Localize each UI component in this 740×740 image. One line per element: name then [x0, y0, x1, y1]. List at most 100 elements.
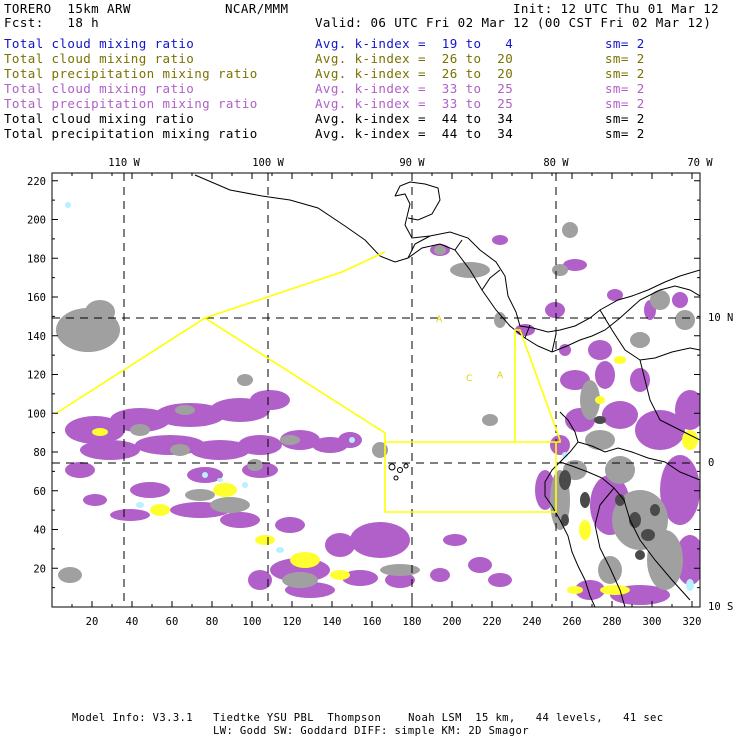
cloud-mixing-cyan [242, 482, 248, 488]
valid-time: Valid: 06 UTC Fri 02 Mar 12 (00 CST Fri … [315, 15, 712, 30]
yucatan-coast [394, 181, 441, 221]
longitude-label: 100 W [252, 157, 284, 169]
init-time: Init: 12 UTC Thu 01 Mar 12 [513, 1, 720, 16]
field-name: Total cloud mixing ratio [4, 111, 195, 126]
latitude-label: 0 [708, 457, 714, 469]
cloud-mixing-cyan [349, 437, 355, 443]
cloud-mixing-cyan [65, 202, 71, 208]
x-tick-label: 240 [523, 616, 542, 628]
precip-mixing-yellow [614, 356, 626, 364]
peru-brazil-border [594, 487, 626, 607]
field-smoothing: sm= 2 [605, 111, 645, 126]
x-tick-label: 160 [363, 616, 382, 628]
map-frame [51, 172, 701, 608]
precip-mixing-violet [468, 557, 492, 573]
field-name: Total cloud mixing ratio [4, 51, 195, 66]
cloud-mixing-violet [80, 440, 140, 460]
cloud-mixing-violet [550, 435, 570, 455]
colombia-border [577, 441, 700, 481]
cloud-mixing-gray [494, 312, 506, 328]
cloud-mixing-violet [607, 289, 623, 301]
yellow-label: A [436, 315, 443, 325]
cloud-mixing-gray [482, 414, 498, 426]
cloud-mixing-violet [83, 494, 107, 506]
forecast-hour: Fcst: 18 h [4, 15, 100, 30]
lat-lon-grid [52, 173, 700, 607]
longitude-label: 70 W [687, 157, 713, 169]
cloud-mixing-cyan [562, 452, 568, 458]
x-tick-label: 40 [126, 616, 139, 628]
cloud-mixing-dark [641, 529, 655, 541]
cloud-mixing-dark [561, 514, 569, 526]
cloud-mixing-gray [58, 567, 82, 583]
cloud-mixing-gray [380, 564, 420, 576]
field-index: Avg. k-index = 33 to 25 [315, 81, 514, 96]
precip-mixing-violet [443, 534, 467, 546]
precip-mixing-yellow [255, 535, 275, 545]
longitude-label: 110 W [108, 157, 140, 169]
precip-mixing-violet [385, 572, 415, 588]
precip-mixing-yellow [150, 504, 170, 516]
cloud-mixing-gray [650, 290, 670, 310]
cloud-mixing-gray [675, 310, 695, 330]
cloud-mixing-cyan [276, 547, 284, 553]
precip-mixing-violet [430, 568, 450, 582]
cloud-mixing-violet [155, 403, 225, 427]
model-info-line1: Model Info: V3.3.1 Tiedtke YSU PBL Thomp… [72, 712, 664, 724]
central-america-coast [194, 174, 700, 353]
cloud-mixing-gray [372, 442, 388, 458]
precip-mixing-violet [248, 570, 272, 590]
cloud-mixing-dark [615, 494, 625, 506]
field-index: Avg. k-index = 44 to 34 [315, 111, 514, 126]
cloud-mixing-violet [110, 509, 150, 521]
field-index: Avg. k-index = 26 to 20 [315, 51, 514, 66]
y-tick-label: 140 [27, 331, 46, 343]
cloud-mixing-gray [580, 380, 600, 420]
field-name: Total precipitation mixing ratio [4, 96, 258, 111]
south-america-coast [544, 411, 596, 607]
venezuela-coast [599, 309, 700, 361]
precip-mixing-yellow [92, 428, 108, 436]
field-index: Avg. k-index = 33 to 25 [315, 96, 514, 111]
cloud-mixing-dark [650, 504, 660, 516]
cloud-mixing-dark [594, 416, 606, 424]
cloud-mixing-dark [580, 492, 590, 508]
precip-mixing-yellow [567, 586, 583, 594]
field-name: Total precipitation mixing ratio [4, 126, 258, 141]
cloud-mixing-gray [237, 374, 253, 386]
cloud-mixing-gray [585, 430, 615, 450]
precip-mixing-violet [342, 570, 378, 586]
cloud-mixing-violet [660, 455, 700, 525]
coastline-layer [194, 174, 700, 607]
model-info-line2: LW: Godd SW: Goddard DIFF: simple KM: 2D… [213, 725, 529, 737]
longitude-label: 80 W [543, 157, 569, 169]
nested-domain-lines [54, 251, 561, 513]
field-name: Total cloud mixing ratio [4, 81, 195, 96]
border-lines [407, 235, 557, 353]
x-tick-label: 220 [483, 616, 502, 628]
cloud-mixing-violet [220, 512, 260, 528]
galapagos-island [388, 463, 396, 471]
cloud-mixing-gray [605, 456, 635, 484]
x-tick-label: 60 [166, 616, 179, 628]
cloud-mixing-gray [130, 424, 150, 436]
cloud-mixing-gray [185, 489, 215, 501]
cloud-mixing-gray [562, 222, 578, 238]
y-tick-label: 200 [27, 215, 46, 227]
x-tick-label: 320 [683, 616, 702, 628]
precip-mixing-yellow [290, 552, 320, 568]
field-smoothing: sm= 2 [605, 36, 645, 51]
cloud-mixing-violet [275, 517, 305, 533]
y-tick-label: 60 [33, 486, 46, 498]
latitude-label: 10 N [708, 312, 733, 324]
precip-mixing-yellow [682, 430, 698, 450]
cloud-mixing-violet [635, 410, 685, 450]
cloud-mixing-violet [563, 259, 587, 271]
y-tick-label: 80 [33, 447, 46, 459]
field-name: Total precipitation mixing ratio [4, 66, 258, 81]
axis-ticks [52, 173, 700, 607]
cloud-mixing-violet [630, 368, 650, 392]
x-tick-label: 80 [206, 616, 219, 628]
cloud-mixing-cyan [217, 478, 223, 482]
field-smoothing: sm= 2 [605, 126, 645, 141]
